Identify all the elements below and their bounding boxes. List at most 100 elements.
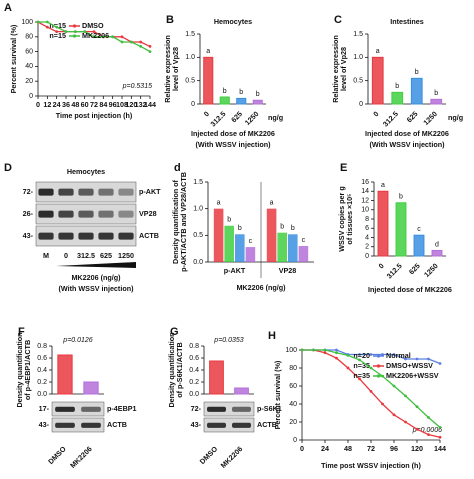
bar	[413, 234, 425, 257]
panel-label: D	[4, 162, 12, 174]
y-tick-label: 0	[359, 101, 363, 108]
point	[55, 25, 59, 29]
bar	[236, 97, 247, 105]
blot-strip	[203, 401, 255, 417]
x-tick-label: 625	[407, 261, 422, 276]
panel-label: F	[18, 326, 25, 338]
panel-label: E	[340, 162, 347, 174]
legend-label: DMSO+WSSV	[386, 361, 433, 370]
x-tick-label: DMSO	[46, 444, 68, 466]
y-tick-label: 6	[365, 225, 369, 232]
point	[438, 426, 442, 429]
bar	[298, 246, 309, 262]
point	[73, 30, 77, 34]
x-tick-label: 120	[411, 444, 423, 453]
blot-band	[38, 210, 54, 218]
significance-letter: b	[256, 91, 260, 98]
x-tick-label: 1250	[422, 261, 440, 279]
y-tick-label: 100	[21, 19, 33, 26]
point	[369, 366, 373, 370]
blot-band	[58, 210, 74, 218]
point	[415, 405, 419, 409]
blot-band	[81, 406, 101, 412]
y-tick-label: 0.0	[37, 391, 47, 398]
x-tick-label: 312.5	[208, 109, 227, 128]
blot-band	[81, 422, 101, 428]
point	[323, 348, 327, 352]
blot-band	[207, 406, 226, 412]
significance-letter: a	[217, 200, 221, 207]
x-axis-label: Injected dose of MK2206	[191, 129, 275, 138]
significance-letter: c	[249, 238, 253, 245]
unit-label: ng/g	[448, 113, 463, 122]
blot-label: p-S6K1	[257, 404, 282, 413]
significance-letter: b	[434, 90, 438, 97]
x-tick-label: 0	[36, 100, 40, 109]
blot-subtitle: (With WSSV injection)	[59, 284, 135, 293]
y-axis-label: Relative expression	[163, 35, 172, 103]
point	[101, 35, 105, 39]
point	[427, 357, 430, 361]
legend-label: MK2206+WSSV	[386, 371, 439, 380]
blot-label: ACTB	[107, 420, 127, 429]
y-axis-label: WSSV copies per g	[337, 186, 346, 252]
blot-label: ACTB	[139, 231, 159, 240]
point	[300, 348, 304, 352]
blot-label: ACTB	[257, 420, 277, 429]
blot-band	[38, 232, 54, 240]
y-tick-label: 0	[293, 437, 297, 444]
point	[148, 50, 152, 53]
legend-label: Normal	[386, 351, 411, 360]
bar	[377, 190, 389, 257]
point	[358, 353, 361, 356]
x-tick-label: DMSO	[198, 444, 220, 466]
point	[381, 402, 384, 406]
point	[92, 30, 96, 34]
bar	[391, 91, 404, 105]
significance-letter: d	[435, 241, 439, 248]
legend-label: DMSO	[82, 21, 104, 30]
point	[392, 384, 396, 388]
legend-n: n=35	[353, 371, 370, 380]
y-axis-label: p-AKT/ACTB and VP28/ACTB	[179, 172, 188, 272]
lane-label: 312.5	[77, 251, 95, 260]
x-tick-label: 132	[135, 100, 147, 109]
panel-label: H	[268, 330, 276, 342]
y-tick-label: 2	[365, 244, 369, 251]
chart-title: Intestines	[390, 17, 424, 26]
bar	[245, 247, 256, 262]
y-axis-label: of tissues ×10⁵	[345, 193, 354, 244]
x-tick-label: 72	[90, 100, 98, 109]
x-tick-label: 48	[71, 100, 79, 109]
legend-n: n=15	[49, 21, 66, 30]
y-axis-label: Percent survival (%)	[9, 24, 18, 93]
blot-strip	[203, 417, 255, 433]
x-tick-label: 60	[81, 100, 89, 109]
mw-marker: 17-	[39, 404, 50, 413]
point	[312, 348, 315, 352]
significance-letter: b	[227, 217, 231, 224]
blot-band	[98, 232, 114, 240]
y-tick-label: 20	[25, 78, 33, 85]
bar	[252, 99, 263, 105]
point	[392, 413, 396, 417]
y-tick-label: 16	[361, 179, 369, 186]
x-tick-label: MK2206	[68, 444, 94, 470]
mw-marker: 43-	[191, 420, 202, 429]
bar	[213, 208, 224, 262]
p-value: p=0.0006	[412, 427, 442, 434]
point	[392, 353, 396, 356]
x-tick-label: 72	[367, 444, 375, 453]
bar	[83, 381, 99, 395]
legend-marker	[72, 34, 77, 38]
y-tick-label: 0.0	[193, 259, 203, 266]
point	[335, 351, 338, 355]
y-tick-label: 1.0	[185, 54, 195, 61]
blot-label: p-4EBP1	[107, 404, 137, 413]
y-tick-label: 0.4	[37, 367, 47, 374]
significance-letter: b	[399, 194, 403, 201]
x-axis-label: Time post injection (h)	[56, 111, 133, 120]
y-tick-label: 80	[25, 34, 33, 41]
y-axis-label: Percent survival (%)	[273, 360, 282, 429]
x-tick-label: 84	[99, 100, 107, 109]
